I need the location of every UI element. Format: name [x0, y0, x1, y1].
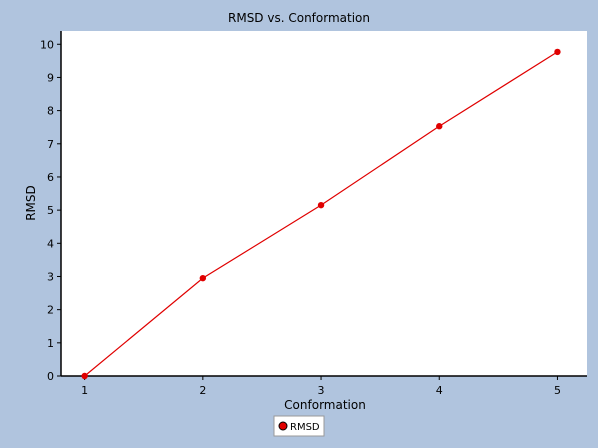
data-point	[317, 201, 325, 209]
data-point	[436, 123, 443, 130]
y-tick-label: 6	[47, 171, 54, 184]
data-point	[81, 372, 88, 380]
y-tick-label: 2	[47, 304, 54, 317]
y-tick-label: 5	[47, 204, 54, 217]
x-tick-label: 4	[436, 384, 443, 397]
y-tick-label: 9	[47, 71, 54, 84]
legend-box	[273, 415, 325, 437]
data-point	[554, 48, 561, 56]
chart-title: RMSD vs. Conformation	[228, 11, 370, 25]
x-tick-label: 5	[554, 384, 561, 397]
y-tick-label: 1	[47, 337, 54, 350]
x-axis-label: Conformation	[284, 398, 366, 412]
y-tick-label: 0	[47, 370, 54, 383]
x-tick-label: 3	[318, 384, 325, 397]
y-tick-label: 4	[47, 237, 54, 250]
y-ticks: 0 1 2 3 4 5 6 7 8 9 10	[40, 38, 61, 383]
data-point	[199, 274, 207, 282]
x-tick-label: 2	[199, 384, 206, 397]
legend-label: RMSD	[290, 422, 320, 433]
series-layer	[81, 48, 561, 380]
y-axis-label: RMSD	[24, 185, 38, 221]
x-tick-label: 1	[81, 384, 88, 397]
y-tick-label: 8	[47, 105, 54, 118]
y-tick-label: 7	[47, 138, 54, 151]
y-tick-label: 10	[40, 38, 54, 51]
y-tick-label: 3	[47, 270, 54, 283]
legend: RMSD	[273, 415, 325, 437]
legend-marker-icon	[278, 421, 288, 431]
